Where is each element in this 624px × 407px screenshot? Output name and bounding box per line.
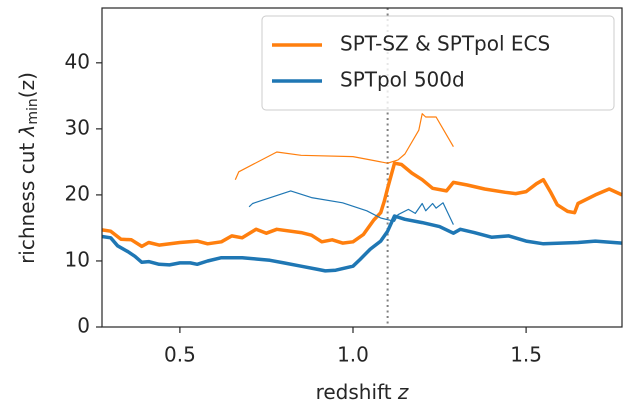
plot-frame (101, 7, 623, 328)
series-line (234, 113, 454, 180)
x-label-text: redshift (316, 380, 398, 404)
x-axis-label: redshift z (316, 380, 409, 404)
x-label-symbol: z (397, 380, 409, 404)
y-tick-label: 30 (65, 115, 90, 139)
series-line (248, 190, 454, 225)
series-line (101, 161, 623, 249)
y-tick-label: 40 (65, 49, 90, 73)
y-label-symbol: λ (15, 125, 39, 138)
y-label-subscript: min (25, 98, 41, 124)
y-label-text: richness cut (15, 136, 39, 264)
y-tick-label: 0 (77, 314, 90, 338)
y-axis-label: richness cut λmin(z) (15, 72, 42, 264)
legend-box (261, 15, 615, 111)
x-tick-label: 1.5 (510, 343, 542, 367)
series-line (101, 214, 623, 273)
x-tick-label: 1.0 (337, 343, 369, 367)
y-label-suffix: (z) (15, 72, 39, 98)
y-tick-label: 10 (65, 247, 90, 271)
legend-label: SPTpol 500d (340, 68, 465, 92)
y-tick-label: 20 (65, 181, 90, 205)
legend-label: SPT-SZ & SPTpol ECS (340, 32, 550, 56)
x-tick-label: 0.5 (164, 343, 196, 367)
